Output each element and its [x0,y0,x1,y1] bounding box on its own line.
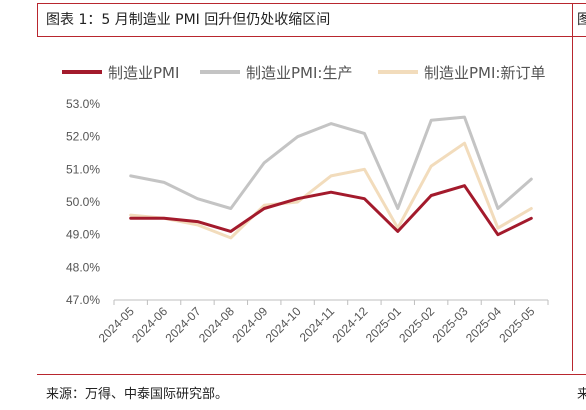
left-rule [37,3,38,37]
title-rule [37,36,586,37]
y-tick-label: 49.0% [66,228,100,242]
y-tick-label: 47.0% [66,293,100,307]
x-tick-label: 2024-10 [263,304,304,345]
series-line-1 [129,115,533,210]
x-tick-label: 2024-09 [229,304,270,345]
x-tick-label: 2024-08 [196,304,237,345]
source-note: 来源：万得、中泰国际研究部。 [46,387,229,402]
right-rule [572,3,573,371]
series-line-2 [129,141,533,240]
series-layer [129,115,533,240]
bottom-rule [37,374,586,375]
x-tick-label: 2025-02 [396,304,437,345]
legend-label: 制造业PMI:新订单 [424,64,545,82]
legend-label: 制造业PMI [108,64,179,82]
x-tick-label: 2025-01 [363,304,404,345]
y-tick-label: 53.0% [66,97,100,111]
y-tick-label: 48.0% [66,260,100,274]
series-line-0 [129,184,533,237]
y-axis: 47.0% 48.0% 49.0% 50.0% 51.0% 52.0% 53.0% [66,97,100,307]
x-tick-label: 2024-06 [129,304,170,345]
x-tick-label: 2024-12 [329,304,370,345]
x-tick-label: 2025-03 [430,304,471,345]
x-axis: 2024-052024-062024-072024-082024-092024-… [96,299,549,345]
x-tick-label: 2024-07 [163,304,204,345]
y-tick-label: 50.0% [66,195,100,209]
next-source-fragment: 来 [577,387,586,402]
top-rule [37,3,586,4]
x-tick-label: 2025-04 [463,304,504,345]
legend-label: 制造业PMI:生产 [246,64,352,82]
next-figure-title-fragment: 图 [577,12,586,28]
legend: 制造业PMI 制造业PMI:生产 制造业PMI:新订单 [62,64,545,82]
figure-title: 图表 1：5 月制造业 PMI 回升但仍处收缩区间 [46,12,331,28]
y-tick-label: 52.0% [66,130,100,144]
x-tick-label: 2024-05 [96,304,137,345]
x-tick-label: 2025-05 [496,304,537,345]
y-tick-label: 51.0% [66,162,100,176]
